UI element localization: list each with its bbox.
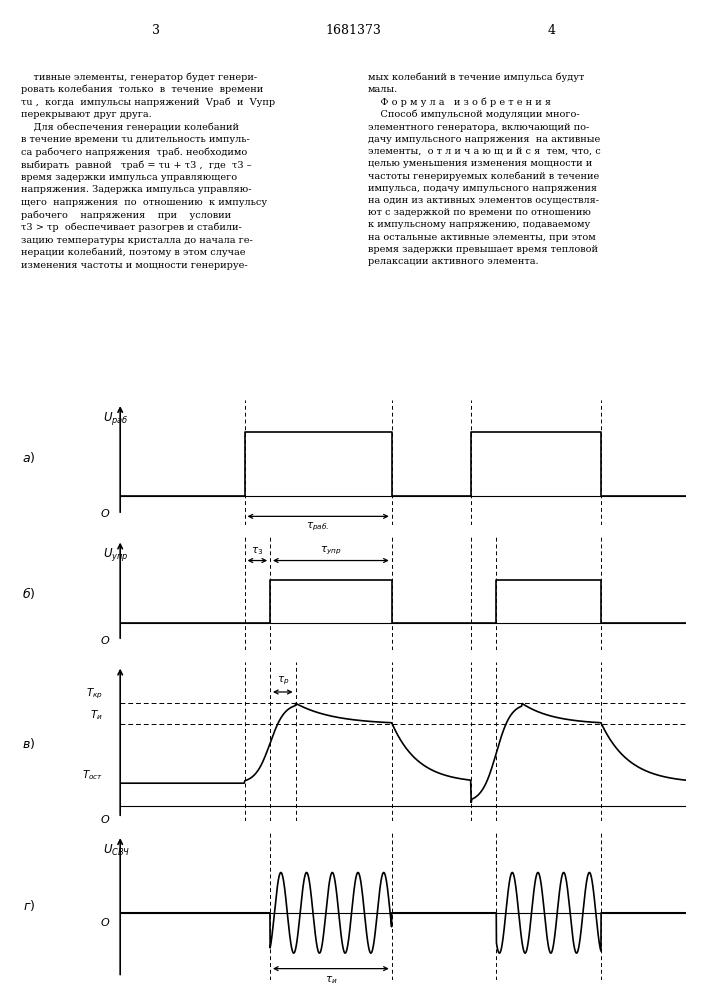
Text: $O$: $O$ xyxy=(100,634,110,646)
Text: 1681373: 1681373 xyxy=(325,24,382,37)
Text: $в)$: $в)$ xyxy=(22,736,35,751)
Text: $\tau_3$: $\tau_3$ xyxy=(251,545,264,557)
Text: $O$: $O$ xyxy=(100,916,110,928)
Text: $\tau_р$: $\tau_р$ xyxy=(276,675,289,687)
Text: мых колебаний в течение импульса будут
малы.
    Ф о р м у л а   и з о б р е т е: мых колебаний в течение импульса будут м… xyxy=(368,72,600,266)
Text: $T_{кр}$: $T_{кр}$ xyxy=(86,686,103,701)
Text: $г)$: $г)$ xyxy=(23,898,35,913)
Text: $\tau_{раб.}$: $\tau_{раб.}$ xyxy=(307,520,329,533)
Text: $б)$: $б)$ xyxy=(22,585,35,601)
Text: $O$: $O$ xyxy=(100,507,110,519)
Text: 3: 3 xyxy=(151,24,160,37)
Text: $U_{раб}$: $U_{раб}$ xyxy=(103,410,129,427)
Text: 4: 4 xyxy=(547,24,556,37)
Text: $а)$: $а)$ xyxy=(22,450,35,465)
Text: $T_{ост}$: $T_{ост}$ xyxy=(82,768,103,782)
Text: $U_{упр}$: $U_{упр}$ xyxy=(103,546,129,563)
Text: $\tau_{упр}$: $\tau_{упр}$ xyxy=(320,545,341,557)
Text: $O$: $O$ xyxy=(100,813,110,825)
Text: $\tau_{и}$: $\tau_{и}$ xyxy=(325,974,337,986)
Text: $U_{СВЧ}$: $U_{СВЧ}$ xyxy=(103,843,131,858)
Text: $T_{и}$: $T_{и}$ xyxy=(90,708,103,722)
Text: тивные элементы, генератор будет генери-
ровать колебания  только  в  течение  в: тивные элементы, генератор будет генери-… xyxy=(21,72,275,270)
